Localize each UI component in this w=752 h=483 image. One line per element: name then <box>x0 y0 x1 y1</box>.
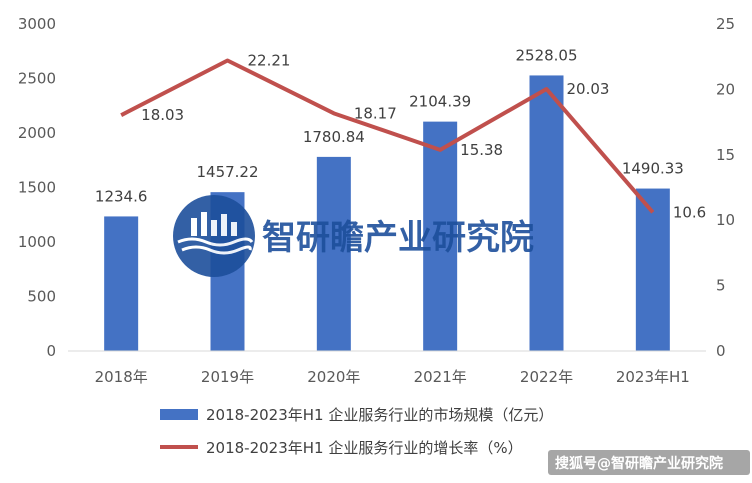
right-axis-tick-label: 20 <box>716 80 735 98</box>
bar <box>529 75 564 351</box>
line-data-labels: 18.03 22.21 18.17 15.38 20.03 10.6 <box>141 51 706 221</box>
footer-text: 搜狐号@智研瞻产业研究院 <box>555 455 723 472</box>
watermark-text: 智研瞻产业研究院 <box>262 218 534 258</box>
x-axis-tick-label: 2019年 <box>201 368 254 386</box>
watermark-logo-buildings <box>177 212 254 255</box>
x-axis-tick-label: 2022年 <box>520 368 573 386</box>
legend: 2018-2023年H1 企业服务行业的市场规模（亿元） 2018-2023年H… <box>160 406 553 457</box>
x-axis: 2018年 2019年 2020年 2021年 2022年 2023年H1 <box>95 368 690 386</box>
left-axis-tick-label: 2000 <box>18 124 56 142</box>
line-data-label: 15.38 <box>460 141 503 159</box>
bar-data-label: 2104.39 <box>409 93 471 111</box>
left-axis-tick-label: 500 <box>27 288 56 306</box>
left-axis-tick-label: 3000 <box>18 15 56 33</box>
right-axis-tick-label: 10 <box>716 211 735 229</box>
line-data-label: 20.03 <box>567 80 610 98</box>
line-data-label: 18.17 <box>354 104 397 122</box>
right-axis-tick-label: 25 <box>716 15 735 33</box>
left-axis-tick-label: 1000 <box>18 233 56 251</box>
left-axis: 0 500 1000 1500 2000 2500 3000 <box>18 15 56 360</box>
bar-data-label: 1234.6 <box>95 187 148 205</box>
footer-background <box>548 450 750 475</box>
legend-bar-swatch <box>160 409 198 420</box>
left-axis-tick-label: 0 <box>46 342 56 360</box>
x-axis-tick-label: 2020年 <box>307 368 360 386</box>
bar-data-labels: 1234.6 1457.22 1780.84 2104.39 2528.05 1490.3… <box>95 46 684 205</box>
bar-data-label: 2528.05 <box>515 46 577 64</box>
x-axis-tick-label: 2018年 <box>95 368 148 386</box>
line-data-label: 10.6 <box>673 203 706 221</box>
legend-line-label: 2018-2023年H1 企业服务行业的增长率（%） <box>206 439 523 457</box>
line-data-label: 18.03 <box>141 106 184 124</box>
x-axis-tick-label: 2021年 <box>414 368 467 386</box>
bar-data-label: 1780.84 <box>303 128 365 146</box>
x-axis-tick-label: 2023年H1 <box>616 368 690 386</box>
left-axis-tick-label: 1500 <box>18 179 56 197</box>
footer: 搜狐号@智研瞻产业研究院 <box>548 450 750 475</box>
watermark: 智研瞻产业研究院 <box>173 195 534 277</box>
bar <box>104 216 139 351</box>
bar <box>423 121 458 351</box>
legend-bar-label: 2018-2023年H1 企业服务行业的市场规模（亿元） <box>206 406 553 424</box>
right-axis: 0 5 10 15 20 25 <box>716 15 735 360</box>
bar-data-label: 1490.33 <box>622 160 684 178</box>
bar <box>635 188 670 351</box>
right-axis-tick-label: 5 <box>716 277 726 295</box>
left-axis-tick-label: 2500 <box>18 70 56 88</box>
line-data-label: 22.21 <box>248 51 291 69</box>
right-axis-tick-label: 0 <box>716 342 726 360</box>
growth-rate-line <box>120 58 655 214</box>
bar-data-label: 1457.22 <box>196 163 258 181</box>
bar <box>316 156 351 351</box>
line-series <box>120 58 655 214</box>
right-axis-tick-label: 15 <box>716 146 735 164</box>
